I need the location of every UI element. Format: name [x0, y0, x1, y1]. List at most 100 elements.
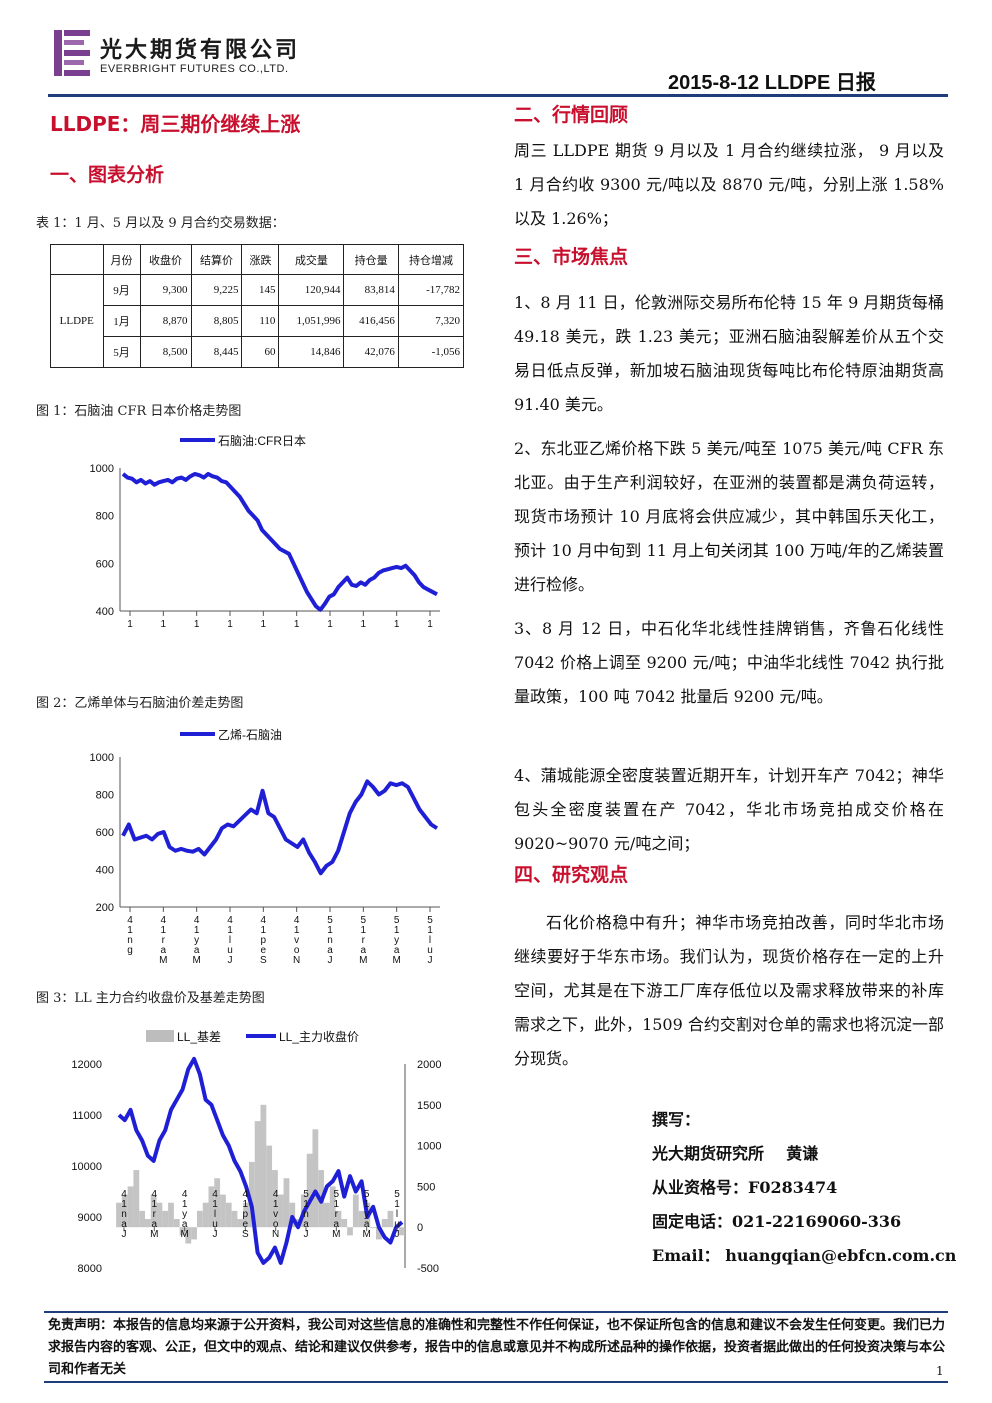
right-y-tick-label: -500 — [417, 1263, 439, 1275]
x-tick-label: o — [294, 945, 300, 956]
x-tick-label: v — [273, 1209, 278, 1220]
x-tick-label: y — [182, 1209, 187, 1220]
x-tick-label: 1 — [121, 1199, 127, 1210]
basis-bar — [254, 1121, 261, 1228]
phone-number: 固定电话：021-22169060-336 — [652, 1212, 902, 1231]
x-tick-label: 1 — [303, 1199, 309, 1210]
basis-bar — [358, 1210, 365, 1228]
report-date-title: 2015-8-12 LLDPE 日报 — [668, 72, 876, 94]
x-tick-label: 1 — [327, 925, 333, 936]
table-cell: 14,846 — [278, 336, 345, 368]
figure1-caption: 图 1：石脑油 CFR 日本价格走势图 — [36, 404, 242, 419]
table-cell: 110 — [241, 305, 280, 337]
legend-label: 乙烯-石脑油 — [218, 728, 282, 742]
header-divider — [48, 94, 948, 97]
x-tick-label: 1 — [227, 619, 233, 630]
x-tick-label: a — [121, 1219, 127, 1230]
x-tick-label: l — [429, 935, 431, 946]
x-tick-label: 1 — [227, 925, 233, 936]
license-number: 从业资格号：F0283474 — [652, 1178, 838, 1197]
figure2-caption: 图 2：乙烯单体与石脑油价差走势图 — [36, 696, 244, 711]
x-tick-label: 5 — [327, 915, 333, 926]
table-cell: 1,051,996 — [278, 305, 345, 337]
basis-bar — [116, 1202, 122, 1228]
x-tick-label: 4 — [261, 915, 267, 926]
basis-bar — [133, 1170, 140, 1228]
x-tick-label: 1 — [334, 1199, 340, 1210]
x-tick-label: 1 — [127, 619, 133, 630]
x-tick-label: r — [362, 935, 366, 946]
x-tick-label: 1 — [127, 925, 133, 936]
x-tick-label: l — [396, 1209, 398, 1220]
y-tick-label: 800 — [96, 511, 114, 523]
basis-bar — [352, 1194, 359, 1228]
table-row: 5月 8,500 8,445 60 14,846 42,076 -1,056 — [51, 336, 465, 368]
x-tick-label: M — [159, 955, 167, 966]
x-tick-label: u — [227, 945, 233, 956]
x-tick-label: 1 — [361, 619, 367, 630]
x-tick-label: 5 — [394, 1189, 400, 1200]
table-header-cell: 涨跌 — [241, 244, 280, 275]
right-y-tick-label: 0 — [417, 1222, 423, 1234]
basis-bar — [248, 1161, 255, 1228]
research-view-text: 石化价格稳中有升；神华市场竞拍改善，同时华北市场继续要好于华东市场。我们认为，现… — [514, 913, 944, 1068]
basis-bar — [312, 1129, 319, 1228]
x-tick-label: J — [228, 955, 233, 966]
basis-bar — [266, 1145, 273, 1228]
legend-label: 石脑油:CFR日本 — [218, 434, 306, 448]
table-header-cell: 结算价 — [190, 244, 243, 275]
basis-bar — [173, 1219, 180, 1228]
basis-bar — [139, 1210, 145, 1228]
section3-title: 三、市场焦点 — [514, 246, 629, 268]
x-tick-label: n — [127, 935, 133, 946]
basis-bar — [370, 1227, 377, 1229]
x-tick-label: n — [121, 1209, 127, 1220]
market-focus-item-2: 2、东北亚乙烯价格下跌 5 美元/吨至 1075 美元/吨 CFR 东北亚。由于… — [514, 439, 944, 594]
table-header-cell: 收盘价 — [139, 244, 192, 275]
x-tick-label: a — [161, 945, 167, 956]
basis-bar — [144, 1219, 151, 1228]
x-tick-label: S — [242, 1229, 249, 1240]
basis-bar — [127, 1186, 134, 1228]
table-cell: 416,456 — [343, 305, 399, 337]
x-tick-label: S — [260, 955, 267, 966]
x-tick-label: r — [162, 935, 166, 946]
x-tick-label: J — [213, 1229, 218, 1240]
table-header-cell: 月份 — [102, 244, 141, 275]
left-y-tick-label: 11000 — [72, 1110, 102, 1122]
product-cell: LLDPE — [50, 274, 104, 368]
y-tick-label: 400 — [96, 606, 114, 618]
x-tick-label: 1 — [394, 925, 400, 936]
x-tick-label: 4 — [161, 915, 167, 926]
left-y-tick-label: 8000 — [78, 1263, 102, 1275]
x-tick-label: 1 — [394, 619, 400, 630]
x-tick-label: 1 — [327, 619, 333, 630]
x-tick-label: y — [364, 1209, 369, 1220]
section1-title: 一、图表分析 — [50, 164, 165, 186]
x-tick-label: 1 — [182, 1199, 188, 1210]
right-y-tick-label: 2000 — [417, 1059, 441, 1071]
y-tick-label: 600 — [96, 558, 114, 570]
company-name-en: EVERBRIGHT FUTURES CO.,LTD. — [100, 63, 289, 75]
basis-bar — [179, 1227, 186, 1236]
section4-title: 四、研究观点 — [514, 864, 629, 886]
company-logo — [54, 30, 90, 76]
email-link[interactable]: Email： huangqian@ebfcn.com.cn — [652, 1246, 957, 1265]
x-tick-label: N — [293, 955, 300, 966]
series-line — [121, 779, 439, 876]
table-cell: 60 — [241, 336, 280, 368]
x-tick-label: e — [261, 945, 267, 956]
x-tick-label: J — [122, 1229, 127, 1240]
x-tick-label: a — [364, 1219, 370, 1230]
x-tick-label: M — [150, 1229, 158, 1240]
x-tick-label: u — [427, 945, 433, 956]
y-tick-label: 1000 — [90, 463, 114, 475]
basis-bar — [121, 1194, 128, 1228]
table-cell: 5月 — [102, 336, 141, 368]
basis-bar — [277, 1194, 284, 1228]
x-tick-label: 4 — [182, 1189, 188, 1200]
market-focus-item-1: 1、8 月 11 日，伦敦洲际交易所布伦特 15 年 9 月期货每桶 49.18… — [514, 293, 944, 414]
legend-label: LL_基差 — [177, 1030, 221, 1044]
basis-bar — [185, 1227, 192, 1244]
basis-bar — [283, 1178, 290, 1228]
